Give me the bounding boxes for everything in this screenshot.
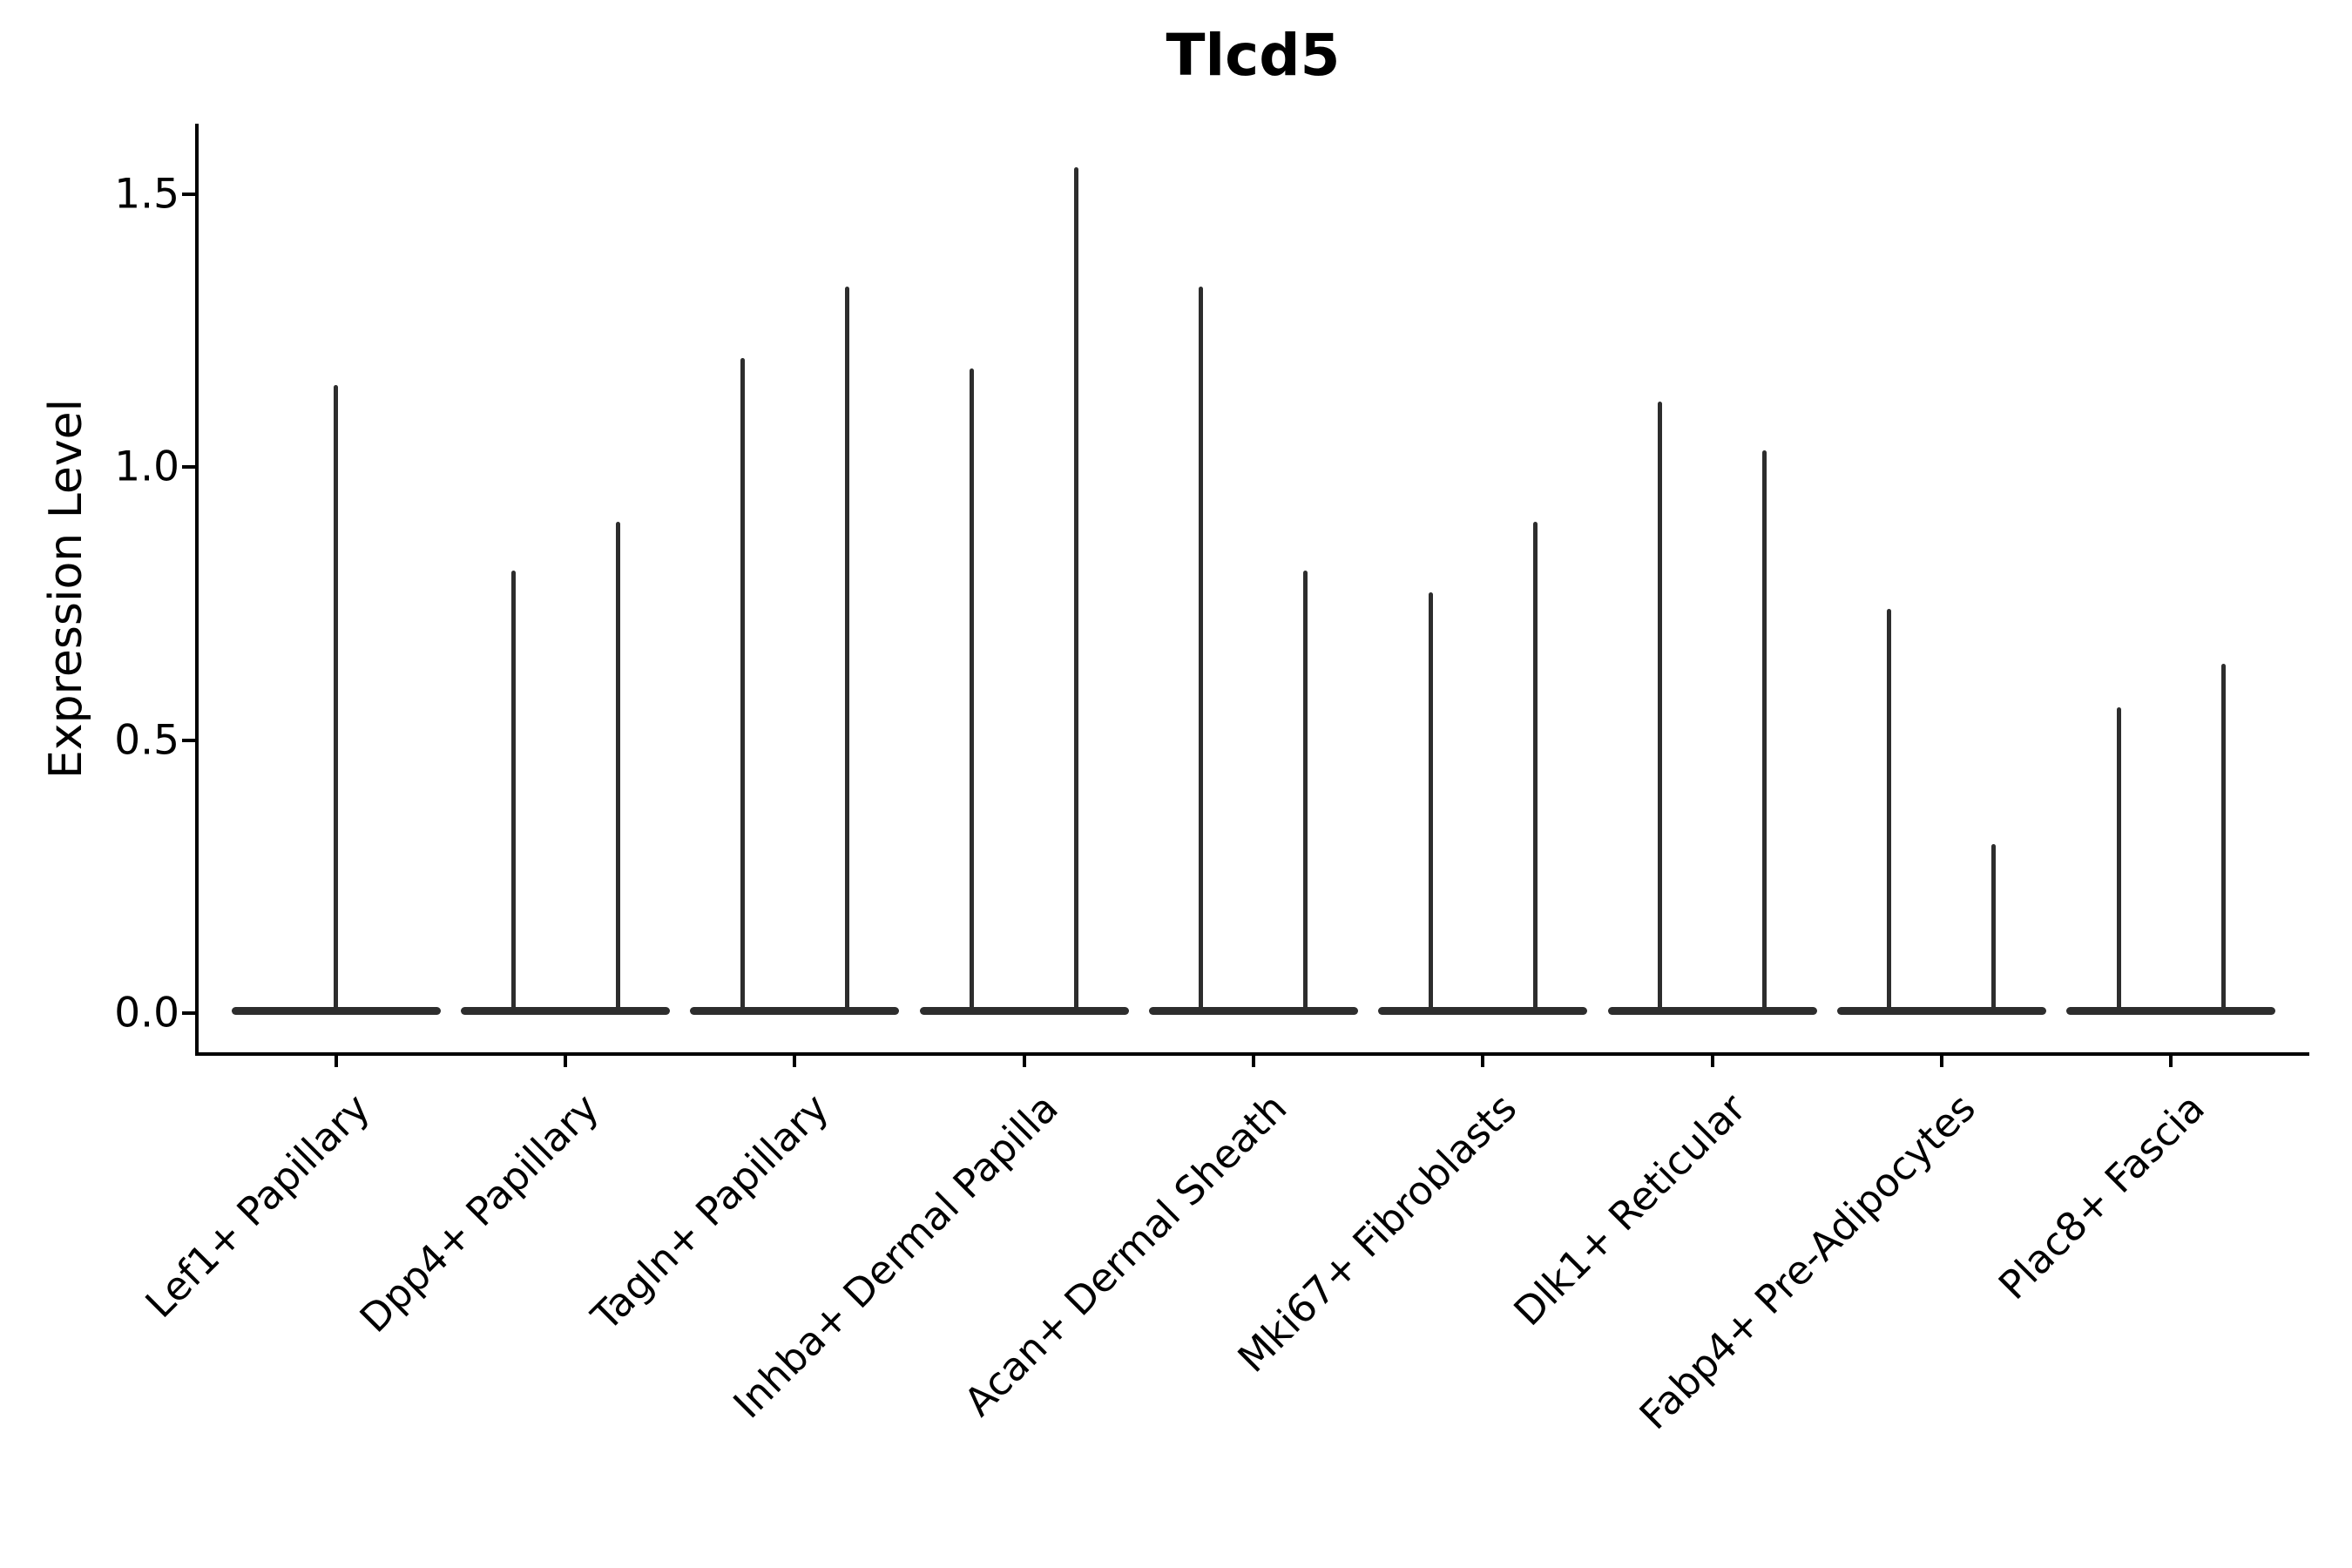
violin-base [2066, 1006, 2276, 1015]
violin-spike [2116, 707, 2121, 1010]
x-tick-label: Tagln+ Papillary [582, 1085, 837, 1340]
y-tick-label: 0.5 [114, 716, 179, 765]
violin-spike [970, 368, 975, 1010]
x-tick [1710, 1054, 1714, 1067]
violin-base [1836, 1006, 2046, 1015]
chart-title: Tlcd5 [1166, 22, 1341, 89]
violin-spike [1303, 571, 1308, 1010]
x-tick-label: Dpp4+ Papillary [350, 1085, 608, 1342]
y-tick-label: 1.0 [114, 443, 179, 491]
violin-spike [1991, 843, 1997, 1010]
violin-spike [615, 521, 620, 1010]
x-tick-label: Plac8+ Fascia [1989, 1085, 2213, 1308]
violin-spike [1762, 450, 1767, 1010]
violin-spike [510, 571, 516, 1010]
x-tick [564, 1054, 567, 1067]
violin-spike [740, 357, 745, 1010]
x-tick [1022, 1054, 1026, 1067]
x-tick [1251, 1054, 1255, 1067]
violin-base [1148, 1006, 1358, 1015]
violin-spike [1887, 609, 1892, 1010]
y-tick-label: 0.0 [114, 989, 179, 1037]
violin-spike [1532, 521, 1538, 1010]
violin-spike [844, 287, 849, 1010]
violin-base [919, 1006, 1129, 1015]
violin-spike [2220, 663, 2226, 1010]
x-tick-label: Lef1+ Papillary [136, 1085, 379, 1328]
x-tick [793, 1054, 797, 1067]
x-tick-label: Dlk1+ Reticular [1504, 1085, 1755, 1335]
violin-spike [1428, 592, 1433, 1010]
violin-spike [1199, 287, 1204, 1010]
violin-base [1378, 1006, 1588, 1015]
violin-spike [1658, 402, 1662, 1010]
violin-base [461, 1006, 670, 1015]
x-tick [1481, 1054, 1485, 1067]
violin-spike [1074, 166, 1079, 1010]
x-tick [334, 1054, 338, 1067]
y-tick [182, 1011, 196, 1015]
y-tick-label: 1.5 [114, 170, 179, 219]
y-tick [182, 192, 196, 196]
y-tick [182, 738, 196, 742]
violin-base [231, 1006, 441, 1015]
violin-spike [334, 385, 339, 1010]
violin-base [690, 1006, 900, 1015]
x-tick [2169, 1054, 2173, 1067]
x-tick [1939, 1054, 1943, 1067]
violin-base [1607, 1006, 1817, 1015]
y-axis [195, 124, 199, 1056]
y-tick [182, 465, 196, 470]
